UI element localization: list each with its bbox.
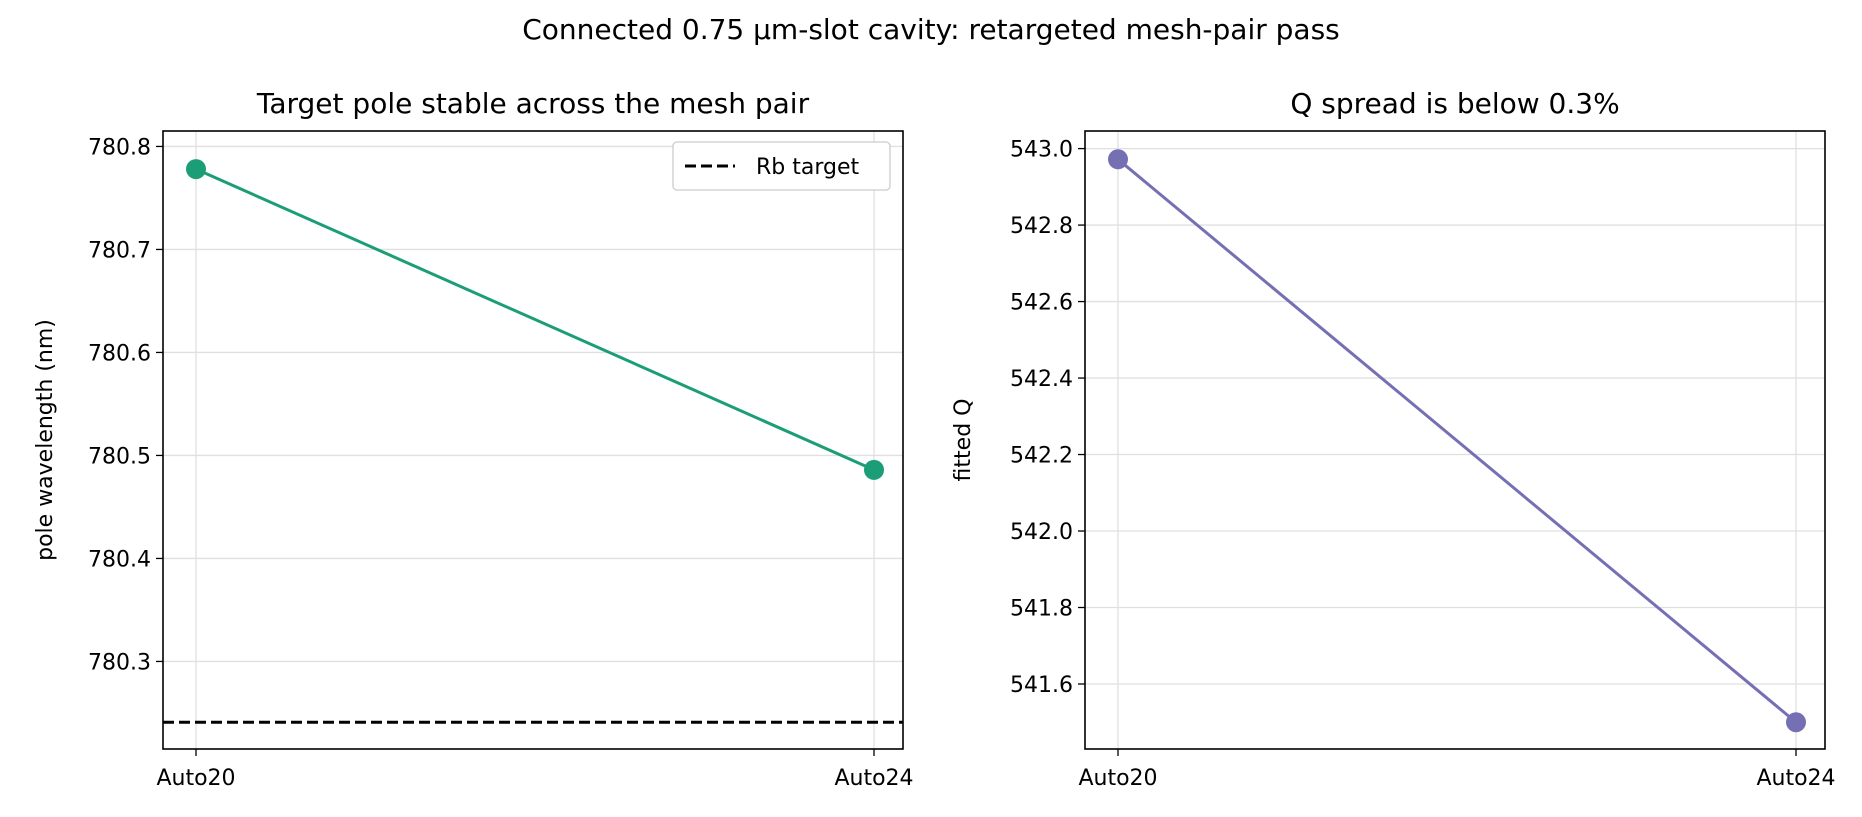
legend-label-rb-target: Rb target [756, 155, 860, 180]
series-line [195, 167, 875, 472]
data-point [186, 159, 206, 180]
data-layer [163, 159, 903, 724]
legend: Rb target [672, 141, 891, 191]
y-axis-label: pole wavelength (nm) [33, 319, 58, 561]
x-tick-label: Auto24 [834, 766, 913, 791]
gridlines [163, 131, 903, 749]
data-point [1786, 712, 1806, 733]
y-tick-label: 780.6 [88, 341, 151, 366]
y-axis-label: fitted Q [951, 399, 976, 482]
y-tick-label: 543.0 [1010, 138, 1073, 163]
y-tick-label: 542.0 [1010, 520, 1073, 545]
y-tick-label: 780.3 [88, 650, 151, 675]
panel-title: Target pole stable across the mesh pair [256, 87, 810, 120]
figure-suptitle: Connected 0.75 µm-slot cavity: retargete… [522, 13, 1340, 46]
y-tick-label: 780.5 [88, 444, 151, 469]
tick-labels: 541.6 541.8 542.0 542.2 542.4 542.6 542.8 543.0… [1010, 138, 1836, 791]
gridlines [1085, 131, 1825, 749]
y-tick-label: 541.6 [1010, 673, 1073, 698]
panel-title: Q spread is below 0.3% [1290, 87, 1619, 120]
data-point [864, 459, 884, 480]
x-tick-label: Auto20 [156, 766, 235, 791]
legend-box [672, 141, 891, 191]
data-layer [1108, 149, 1806, 733]
series-line [1117, 158, 1797, 724]
y-tick-label: 780.7 [88, 238, 151, 263]
fitted-q-panel: Q spread is below 0.3% fitted Q 541.6541… [951, 87, 1836, 791]
y-tick-label: 780.4 [88, 547, 151, 572]
plot-frame [162, 130, 904, 750]
y-tick-label: 780.8 [88, 135, 151, 160]
y-tick-label: 542.6 [1010, 291, 1073, 316]
y-tick-label: 542.2 [1010, 444, 1073, 469]
plot-frame [1084, 130, 1826, 750]
y-tick-label: 542.8 [1010, 214, 1073, 239]
x-tick-label: Auto24 [1756, 766, 1835, 791]
tick-labels: 780.3 780.4 780.5 780.6 780.7 780.8 Auto20 Auto… [88, 135, 914, 791]
pole-wavelength-panel: Target pole stable across the mesh pair … [33, 87, 914, 791]
x-tick-label: Auto20 [1078, 766, 1157, 791]
y-tick-label: 541.8 [1010, 597, 1073, 622]
y-tick-label: 542.4 [1010, 367, 1073, 392]
data-point [1108, 149, 1128, 170]
